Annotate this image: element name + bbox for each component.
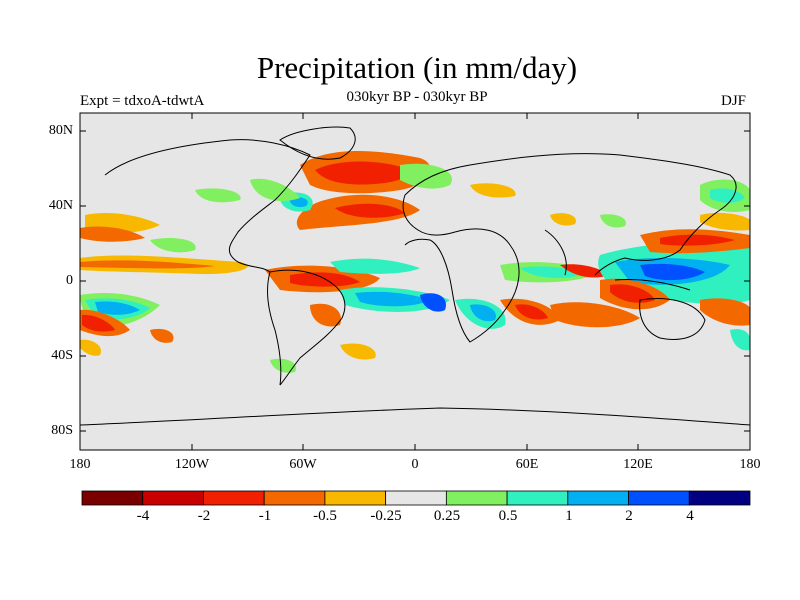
y-tick-label: 0 (66, 273, 73, 288)
colorbar-label: -0.25 (370, 508, 402, 524)
colorbar-label: -0.5 (313, 508, 337, 524)
x-tick-label: 120W (174, 457, 210, 472)
colorbar-label: 2 (625, 508, 633, 524)
season-label: DJF (721, 93, 747, 109)
colorbar-box (203, 490, 265, 506)
colorbar-box (263, 490, 326, 506)
colorbar-box (506, 490, 569, 506)
map-title: Precipitation (in mm/day) (256, 50, 578, 85)
colorbar-box (445, 490, 508, 506)
x-tick-label: 180 (739, 457, 761, 472)
colorbar-box (628, 490, 690, 506)
precipitation-anomaly-fields (80, 150, 750, 373)
experiment-label: Expt = tdxoA-tdwtA (80, 93, 205, 109)
period-label: 030kyr BP - 030kyr BP (346, 89, 488, 105)
colorbar-box (142, 490, 204, 506)
x-tick-label: 0 (411, 457, 419, 472)
x-tick-label: 60W (289, 457, 317, 472)
y-tick-label: 40S (51, 348, 73, 363)
colorbar-label: -1 (258, 508, 272, 524)
colorbar (81, 490, 751, 506)
y-tick-label: 80N (48, 123, 73, 138)
colorbar-label: -4 (136, 508, 150, 524)
colorbar-box (385, 490, 447, 506)
x-tick-label: 180 (69, 457, 91, 472)
colorbar-box (324, 490, 387, 506)
colorbar-label: 4 (686, 508, 694, 524)
colorbar-box (81, 490, 144, 506)
colorbar-label: 1 (565, 508, 573, 524)
y-tick-label: 80S (51, 423, 73, 438)
colorbar-box (688, 490, 751, 506)
x-tick-label: 120E (623, 457, 653, 472)
colorbar-label: -2 (197, 508, 211, 524)
x-tick-label: 60E (515, 457, 539, 472)
colorbar-label: 0.25 (433, 508, 461, 524)
colorbar-label: 0.5 (498, 508, 518, 524)
colorbar-box (567, 490, 629, 506)
axis-ticks (80, 113, 750, 450)
y-tick-label: 40N (48, 198, 73, 213)
coastlines (80, 126, 750, 426)
